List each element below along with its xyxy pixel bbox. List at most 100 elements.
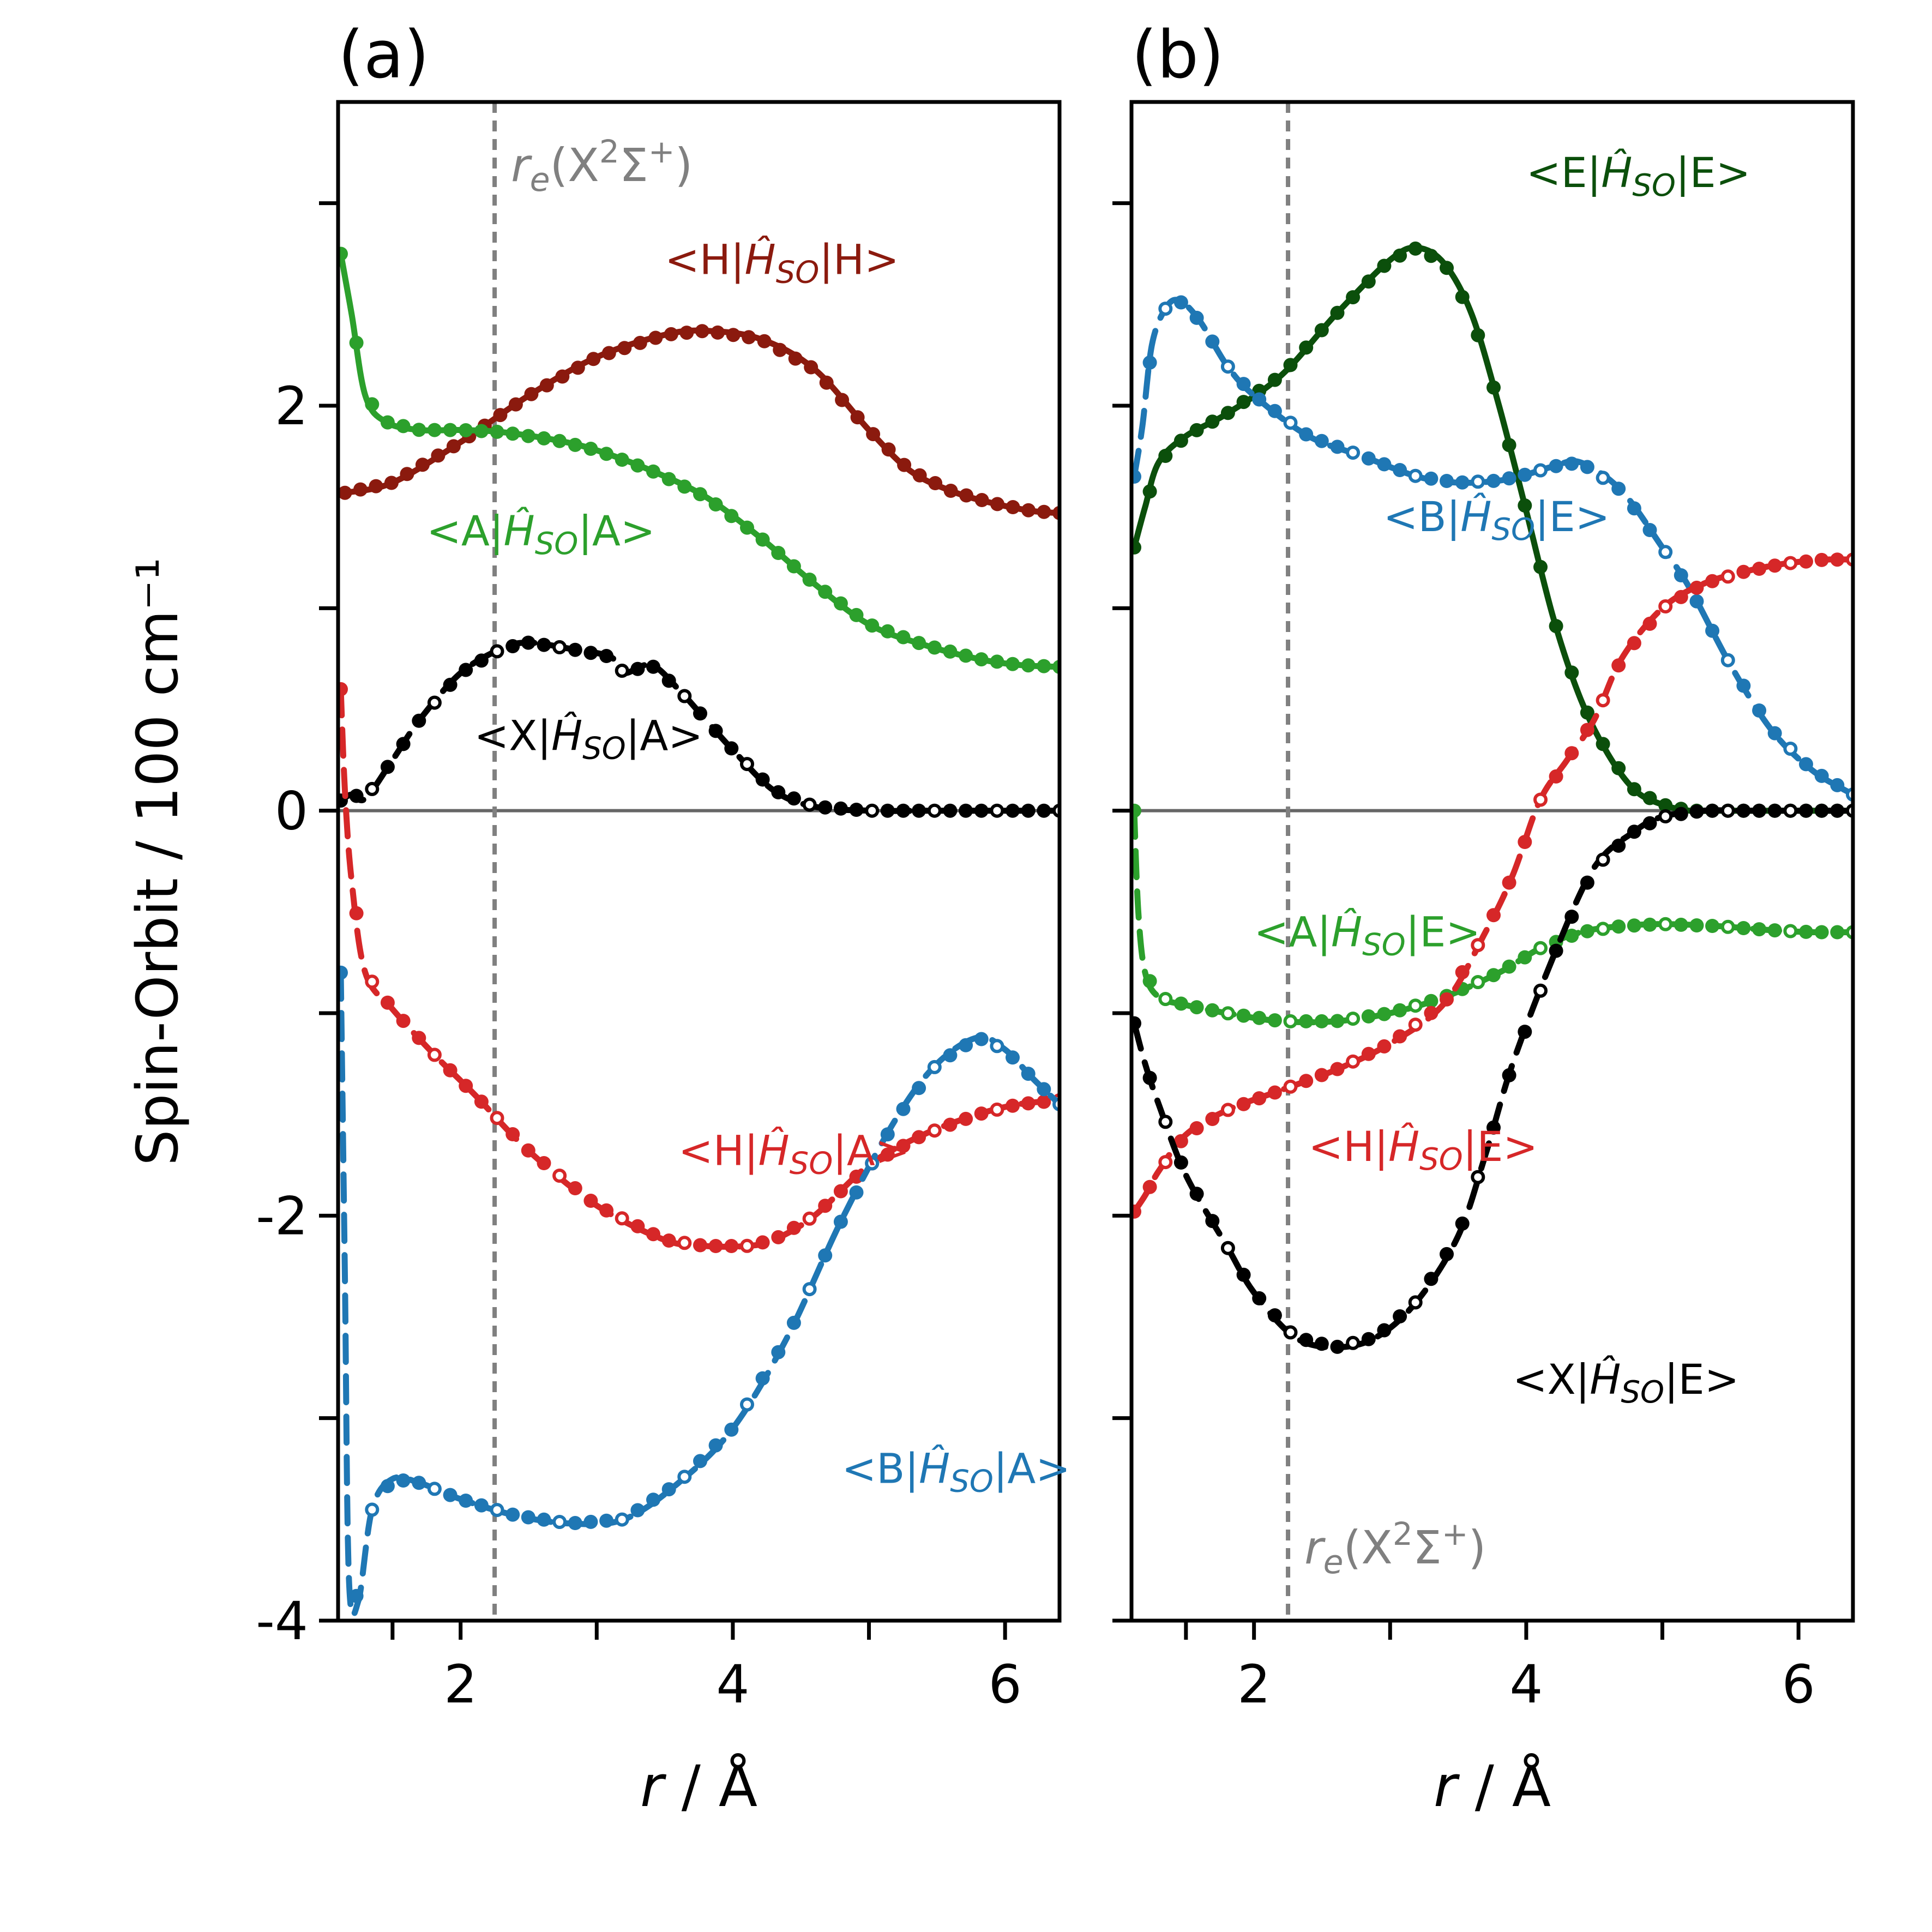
data-point [1131, 540, 1141, 555]
data-point [724, 1239, 739, 1253]
data-point [1596, 852, 1610, 867]
data-point [1783, 556, 1798, 570]
data-point [818, 585, 833, 599]
data-point [1502, 471, 1516, 486]
data-point [771, 546, 786, 560]
data-point [1580, 875, 1594, 890]
data-point [835, 393, 850, 407]
data-point [726, 328, 741, 342]
data-point [990, 497, 1004, 511]
data-point [1377, 258, 1392, 273]
data-point [1658, 809, 1673, 823]
data-point [1006, 657, 1020, 671]
data-point [881, 442, 896, 457]
data-point [1549, 943, 1563, 958]
data-point [959, 1111, 973, 1126]
data-point [1299, 1074, 1314, 1088]
data-point [1189, 1121, 1204, 1135]
data-point [1658, 917, 1673, 931]
data-point [1799, 554, 1813, 569]
data-point [1783, 924, 1798, 938]
data-point [568, 437, 582, 452]
series-line-h-so-e [1131, 556, 1853, 1215]
data-point [552, 640, 567, 654]
data-point [1720, 653, 1735, 667]
data-point [1611, 761, 1626, 775]
data-point [474, 1498, 489, 1513]
data-point [1267, 372, 1282, 387]
curve-label-e-so-e: <E|ĤSO|E> [1526, 148, 1750, 203]
data-point [849, 607, 864, 622]
data-point [661, 673, 676, 688]
data-point [1021, 1067, 1036, 1081]
data-point [474, 1094, 489, 1109]
data-point [1267, 1308, 1282, 1323]
data-point [1674, 568, 1688, 582]
data-point [896, 1139, 911, 1153]
data-point [1037, 504, 1051, 519]
data-point [570, 360, 585, 375]
data-point [521, 635, 535, 650]
data-point [1564, 929, 1579, 943]
data-point [380, 995, 395, 1010]
data-point [833, 801, 848, 816]
curve-label-b-so-a: <B|ĤSO|A> [842, 1443, 1071, 1499]
data-point [818, 800, 833, 815]
data-point [1549, 619, 1563, 634]
data-point [1830, 778, 1845, 792]
data-point [1189, 1000, 1204, 1015]
curve-label-b-so-e: <B|ĤSO|E> [1383, 492, 1610, 547]
data-point [1830, 803, 1845, 818]
data-point [1705, 803, 1720, 818]
data-point [959, 803, 973, 818]
data-point [349, 789, 364, 803]
data-point [1252, 1010, 1267, 1025]
data-point [1236, 1008, 1251, 1023]
data-point [849, 803, 864, 817]
data-point [1158, 1155, 1173, 1170]
curve-label-h-so-e: <H|ĤSO|E> [1309, 1122, 1538, 1177]
data-point [1440, 474, 1454, 488]
curve-label-x-so-a: <X|ĤSO|A> [474, 711, 703, 766]
data-point [586, 352, 601, 366]
data-point [693, 1238, 707, 1253]
data-point [552, 434, 567, 448]
data-point [724, 509, 739, 523]
series-line-a-so-a [338, 251, 1060, 670]
data-point [1283, 1014, 1298, 1028]
x-tick-label: 6 [1782, 1654, 1815, 1715]
data-point [880, 1147, 895, 1162]
data-point [943, 803, 958, 818]
data-point [490, 424, 504, 439]
data-point [1393, 248, 1407, 263]
data-point [365, 1502, 380, 1517]
data-point [599, 447, 614, 461]
data-point [786, 1220, 801, 1235]
data-point [1752, 703, 1767, 718]
data-point [1814, 768, 1829, 783]
data-point [773, 342, 787, 357]
data-point [1267, 1085, 1282, 1100]
data-point [396, 737, 411, 751]
data-point [1596, 922, 1610, 936]
data-point [1799, 924, 1813, 939]
data-point [1658, 599, 1673, 613]
data-point [1299, 340, 1314, 355]
data-point [524, 387, 539, 401]
data-point [474, 653, 489, 668]
data-point [1611, 838, 1626, 853]
data-point [974, 1106, 989, 1121]
data-point [1752, 562, 1767, 576]
data-point [365, 974, 380, 989]
data-point [459, 1079, 473, 1093]
data-point [802, 797, 817, 812]
data-point [1799, 803, 1813, 818]
data-point [615, 1512, 629, 1527]
data-point [1533, 941, 1548, 955]
equilibrium-label: re(X2Σ+) [1304, 1515, 1486, 1581]
data-point [568, 1181, 582, 1195]
data-point [459, 423, 473, 437]
data-point [1236, 377, 1251, 392]
data-point [928, 476, 943, 490]
data-point [1314, 1337, 1329, 1351]
